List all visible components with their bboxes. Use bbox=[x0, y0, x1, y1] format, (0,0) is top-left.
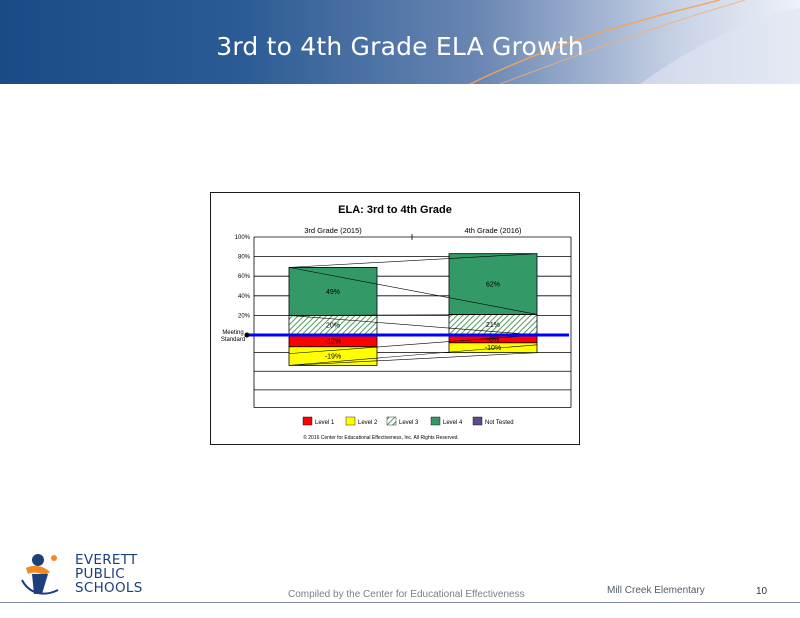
everett-public-schools-logo: EVERETT PUBLIC SCHOOLS bbox=[18, 550, 142, 604]
meeting-standard-label: Standard bbox=[221, 337, 245, 343]
footer-divider bbox=[0, 602, 800, 603]
logo-line-1: EVERETT bbox=[75, 552, 138, 568]
bar-segment-level-2 bbox=[448, 342, 538, 354]
footer-school-name: Mill Creek Elementary bbox=[607, 585, 705, 596]
connector-line bbox=[288, 352, 538, 366]
data-label: -12% bbox=[325, 338, 341, 345]
legend-swatch bbox=[345, 416, 356, 426]
meeting-standard-label: Meeting bbox=[222, 330, 243, 336]
legend-swatch bbox=[386, 416, 397, 426]
logo-figure-icon bbox=[21, 554, 59, 595]
connector-line bbox=[288, 315, 538, 336]
page-number: 10 bbox=[756, 586, 768, 597]
legend-swatch bbox=[472, 416, 483, 426]
legend-swatch bbox=[430, 416, 441, 426]
y-tick-label: 60% bbox=[238, 274, 251, 280]
data-label: 20% bbox=[326, 323, 340, 330]
footer-compiled-by: Compiled by the Center for Educational E… bbox=[288, 589, 525, 600]
legend-swatch bbox=[302, 416, 313, 426]
banner-swoosh bbox=[469, 0, 800, 84]
data-label: -10% bbox=[485, 345, 501, 352]
y-tick-label: 40% bbox=[238, 294, 251, 300]
bar-segment-level-4 bbox=[288, 266, 378, 316]
data-label: -19% bbox=[325, 354, 341, 361]
bar-segment-level-2 bbox=[288, 346, 378, 366]
category-label: 3rd Grade (2015) bbox=[304, 226, 362, 235]
chart-copyright: © 2016 Center for Educational Effectiven… bbox=[303, 434, 459, 441]
data-label: 62% bbox=[486, 282, 500, 289]
connector-line bbox=[288, 314, 538, 316]
ela-growth-chart: ELA: 3rd to 4th Grade 3rd Grade (2015) 4t… bbox=[221, 204, 572, 441]
title-banner: 3rd to 4th Grade ELA Growth bbox=[0, 0, 800, 84]
chart-container: ELA: 3rd to 4th Grade 3rd Grade (2015) 4t… bbox=[210, 192, 580, 445]
data-label: -8% bbox=[487, 336, 499, 343]
chart-title: ELA: 3rd to 4th Grade bbox=[338, 204, 452, 216]
legend-label: Level 3 bbox=[399, 420, 419, 426]
connector-line bbox=[288, 334, 538, 354]
legend-label: Level 2 bbox=[358, 420, 378, 426]
legend-label: Level 4 bbox=[443, 420, 463, 426]
y-tick-label: 100% bbox=[235, 235, 251, 241]
category-label: 4th Grade (2016) bbox=[464, 226, 522, 235]
connector-line bbox=[288, 253, 538, 268]
data-label: 49% bbox=[326, 289, 340, 296]
y-tick-label: 80% bbox=[238, 255, 251, 261]
y-tick-label: 20% bbox=[238, 313, 251, 319]
logo-line-3: SCHOOLS bbox=[75, 580, 143, 596]
logo-line-2: PUBLIC bbox=[75, 566, 126, 582]
legend-label: Level 1 bbox=[315, 420, 335, 426]
meeting-standard-marker bbox=[244, 332, 250, 338]
legend-label: Not Tested bbox=[485, 420, 514, 426]
connector-line bbox=[288, 267, 538, 315]
connector-line bbox=[288, 344, 538, 366]
data-label: 21% bbox=[486, 322, 500, 329]
slide-title: 3rd to 4th Grade ELA Growth bbox=[216, 32, 584, 61]
